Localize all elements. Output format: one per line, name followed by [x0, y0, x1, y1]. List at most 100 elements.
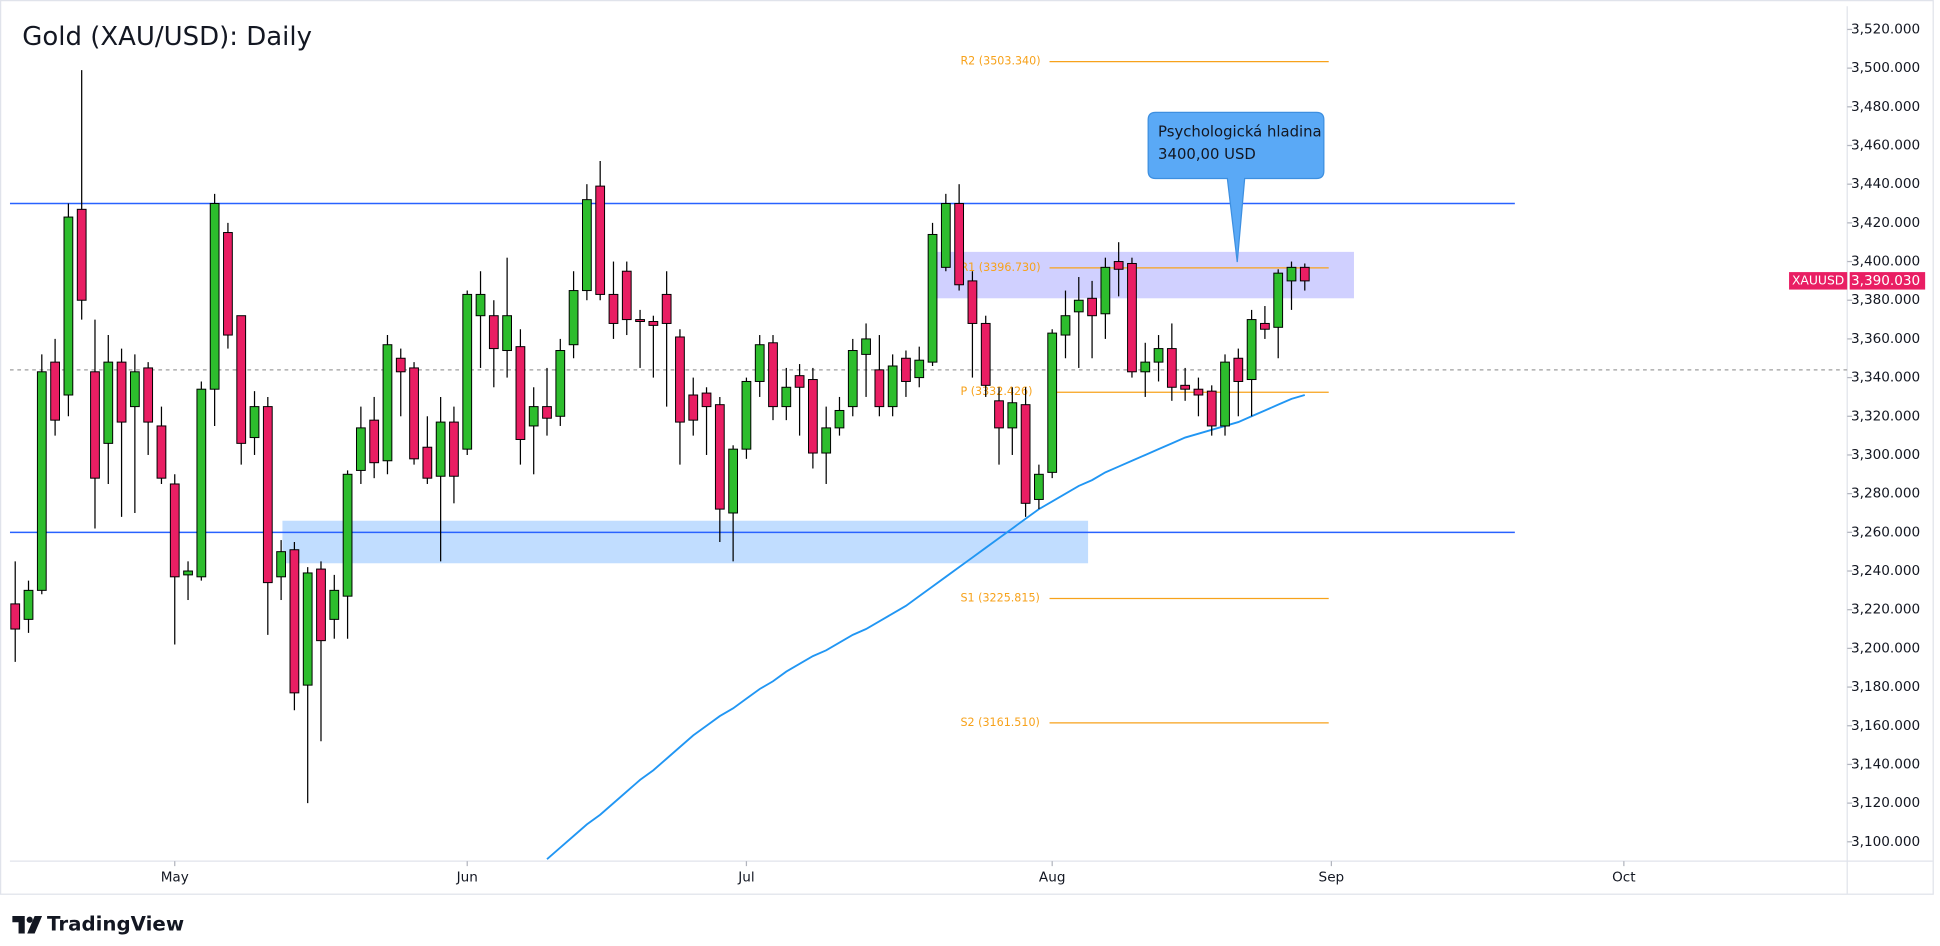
candle-body — [342, 473, 353, 597]
candle-body — [289, 549, 300, 694]
y-tick-label: 3,520.000 — [1851, 21, 1920, 37]
pivot-label: P (3332.426) — [960, 385, 1032, 398]
candle-body — [901, 357, 911, 382]
candle-body — [648, 321, 659, 326]
chart-title: Gold (XAU/USD): Daily — [22, 22, 312, 52]
candle-body — [768, 342, 778, 408]
candle-body — [302, 572, 313, 686]
candle-body — [369, 419, 380, 464]
candle-body — [488, 315, 499, 350]
candle-body — [409, 367, 419, 460]
y-tick-label: 3,320.000 — [1851, 408, 1920, 424]
candle-body — [1206, 390, 1217, 427]
candle-body — [1087, 297, 1097, 317]
candle-body — [36, 371, 47, 591]
candle-body — [90, 371, 100, 479]
candle-body — [156, 425, 167, 479]
candle-body — [1260, 322, 1270, 330]
price-tag-label: 3,390.030 — [1851, 273, 1920, 289]
zone — [931, 251, 1354, 299]
candle-body — [847, 350, 858, 408]
candle-body — [183, 570, 193, 576]
candle-body — [874, 369, 885, 408]
candle-body — [395, 357, 406, 373]
y-tick-label: 3,420.000 — [1851, 215, 1920, 231]
candle-body — [50, 361, 60, 421]
candle-body — [116, 361, 127, 423]
candle-body — [449, 421, 459, 477]
candle-body — [1047, 332, 1058, 473]
x-tick-label: Jun — [456, 869, 478, 885]
candle-body — [728, 448, 739, 514]
candle-body — [1153, 348, 1164, 363]
x-tick-label: Aug — [1039, 869, 1066, 885]
y-tick-label: 3,440.000 — [1851, 176, 1920, 192]
price-tag — [1849, 272, 1926, 290]
candle-body — [1034, 473, 1044, 500]
candle-body — [701, 392, 712, 408]
candle-body — [940, 203, 951, 268]
candle-body — [688, 394, 699, 421]
footer-text: TradingView — [47, 912, 184, 935]
y-tick-label: 3,300.000 — [1851, 447, 1920, 463]
candle-body — [422, 446, 433, 479]
pivot-label: R2 (3503.340) — [960, 55, 1040, 68]
candle-body — [23, 589, 34, 620]
candle-body — [581, 199, 592, 292]
candle-body — [661, 293, 672, 324]
candle-body — [502, 315, 512, 352]
candle-body — [635, 319, 645, 323]
x-tick-label: Jul — [737, 869, 754, 885]
candle-body — [1220, 361, 1230, 427]
candle-body — [63, 216, 74, 396]
pivot-label: S1 (3225.815) — [960, 591, 1039, 604]
pivot-label: R1 (3396.730) — [960, 261, 1040, 274]
candle-body — [1113, 261, 1124, 270]
candle-body — [555, 350, 566, 417]
y-tick-label: 3,480.000 — [1851, 99, 1920, 115]
candle-body — [355, 427, 366, 471]
candle-body — [1073, 299, 1084, 313]
y-tick-label: 3,240.000 — [1851, 563, 1920, 579]
candle-body — [542, 406, 552, 419]
moving-average — [546, 394, 1306, 860]
callout-text: Psychologická hladina — [1158, 122, 1322, 140]
pivot-label: S2 (3161.510) — [960, 716, 1039, 729]
candle-body — [1299, 266, 1310, 282]
candle-body — [1233, 357, 1244, 382]
candle-body — [608, 293, 619, 324]
candle-body — [1007, 402, 1018, 429]
candle-body — [262, 406, 273, 584]
candle-body — [515, 346, 526, 440]
candle-body — [236, 315, 247, 444]
candle-body — [754, 344, 765, 382]
candle-body — [781, 386, 792, 408]
candle-body — [714, 404, 725, 510]
candle-body — [10, 603, 21, 630]
candle-body — [1180, 384, 1191, 390]
y-tick-label: 3,200.000 — [1851, 640, 1920, 656]
y-tick-label: 3,400.000 — [1851, 254, 1920, 270]
candle-body — [1166, 348, 1177, 388]
candle-body — [103, 361, 114, 444]
overlay: Psychologická hladina 3400,00 USD XAUUSD 3,… — [1147, 111, 1926, 290]
candle-body — [675, 336, 685, 423]
candle-body — [1286, 266, 1297, 282]
y-tick-label: 3,340.000 — [1851, 370, 1920, 386]
candle-body — [196, 388, 207, 578]
candle-body — [223, 232, 233, 336]
x-tick-label: Sep — [1319, 869, 1345, 885]
y-tick-label: 3,280.000 — [1851, 486, 1920, 502]
candle-body — [475, 293, 486, 317]
y-tick-label: 3,160.000 — [1851, 718, 1920, 734]
plot: R2 (3503.340) R1 (3396.730) P (3332.426) S1… — [9, 55, 1848, 860]
candle-body — [967, 280, 978, 324]
callout-text: 3400,00 USD — [1158, 145, 1256, 163]
y-tick-label: 3,140.000 — [1851, 756, 1920, 772]
callout-box — [1147, 111, 1325, 263]
candle-body — [741, 380, 752, 450]
candle-body — [1127, 262, 1137, 373]
candle-body — [1273, 272, 1284, 328]
candle-body — [209, 203, 220, 390]
